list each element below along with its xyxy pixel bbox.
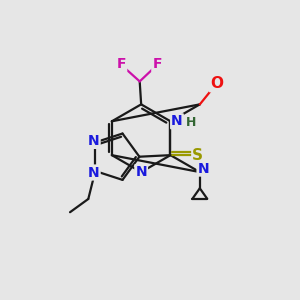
Text: O: O <box>210 76 223 91</box>
Text: F: F <box>152 57 162 71</box>
Text: S: S <box>192 148 203 163</box>
Text: F: F <box>117 57 126 71</box>
Text: H: H <box>186 116 196 129</box>
Text: N: N <box>197 161 209 176</box>
Text: N: N <box>88 166 100 179</box>
Text: N: N <box>135 165 147 179</box>
Text: N: N <box>88 134 100 148</box>
Text: N: N <box>171 114 183 128</box>
